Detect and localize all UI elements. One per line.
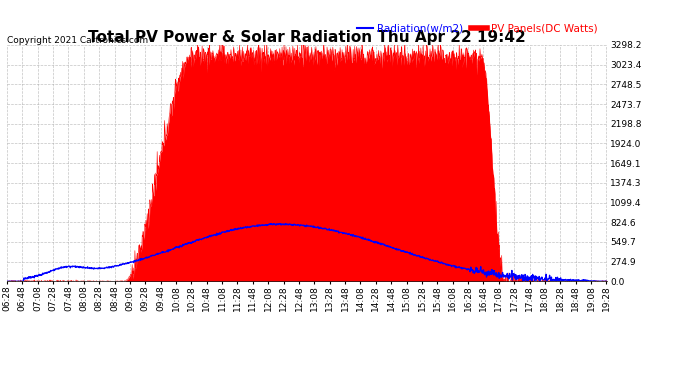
Legend: Radiation(w/m2), PV Panels(DC Watts): Radiation(w/m2), PV Panels(DC Watts) (353, 20, 602, 38)
Text: Copyright 2021 Cartronics.com: Copyright 2021 Cartronics.com (7, 36, 148, 45)
Title: Total PV Power & Solar Radiation Thu Apr 22 19:42: Total PV Power & Solar Radiation Thu Apr… (88, 30, 526, 45)
